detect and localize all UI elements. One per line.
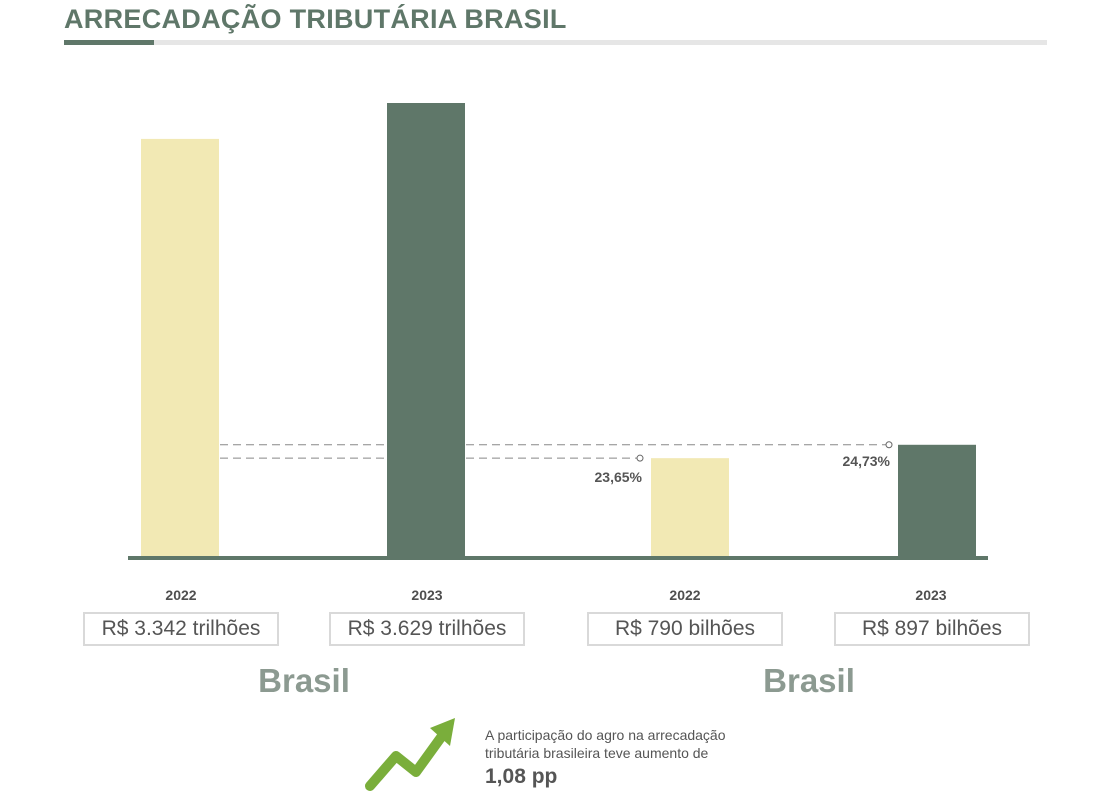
year-label-2: 2023 xyxy=(411,587,443,603)
value-box-1: R$ 3.342 trilhões xyxy=(83,612,279,646)
share-marker-2022 xyxy=(636,454,644,462)
bar-3 xyxy=(651,458,729,557)
bar-chart: 23,65% 24,73% xyxy=(128,103,988,560)
x-axis-baseline xyxy=(128,556,988,560)
chart-title: ARRECADAÇÃO TRIBUTÁRIA BRASIL xyxy=(64,4,567,34)
note-value: 1,08 pp xyxy=(485,765,558,788)
share-marker-2023 xyxy=(885,441,893,449)
bar-4 xyxy=(898,444,976,557)
share-label-2023: 24,73% xyxy=(843,453,891,469)
bar-2 xyxy=(387,103,465,557)
group-label-1: Brasil xyxy=(258,662,350,699)
title-underline-accent xyxy=(64,40,154,45)
growth-arrow-icon xyxy=(365,718,455,791)
value-box-4: R$ 897 bilhões xyxy=(834,612,1030,646)
bar-1 xyxy=(141,138,219,557)
year-label-3: 2022 xyxy=(669,587,701,603)
share-label-2022: 23,65% xyxy=(595,469,643,485)
year-label-4: 2023 xyxy=(915,587,947,603)
value-box-3: R$ 790 bilhões xyxy=(587,612,783,646)
value-box-2: R$ 3.629 trilhões xyxy=(329,612,525,646)
note-text: A participação do agro na arrecadação tr… xyxy=(485,727,726,761)
year-label-1: 2022 xyxy=(165,587,197,603)
title-underline xyxy=(64,40,1047,45)
group-label-2: Brasil xyxy=(763,662,855,699)
